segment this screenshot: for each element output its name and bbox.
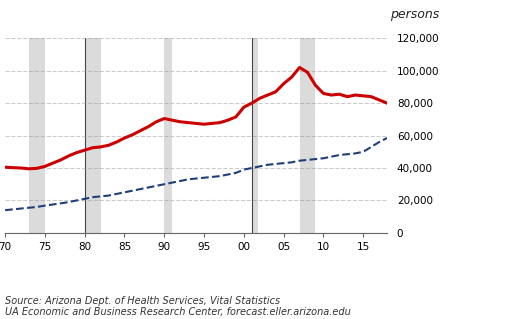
Bar — [84, 38, 100, 233]
Text: persons: persons — [389, 8, 438, 21]
Bar — [29, 38, 45, 233]
Bar — [164, 38, 172, 233]
Bar — [251, 38, 258, 233]
Text: Source: Arizona Dept. of Health Services, Vital Statistics
UA Economic and Busin: Source: Arizona Dept. of Health Services… — [5, 296, 350, 317]
Bar — [299, 38, 315, 233]
